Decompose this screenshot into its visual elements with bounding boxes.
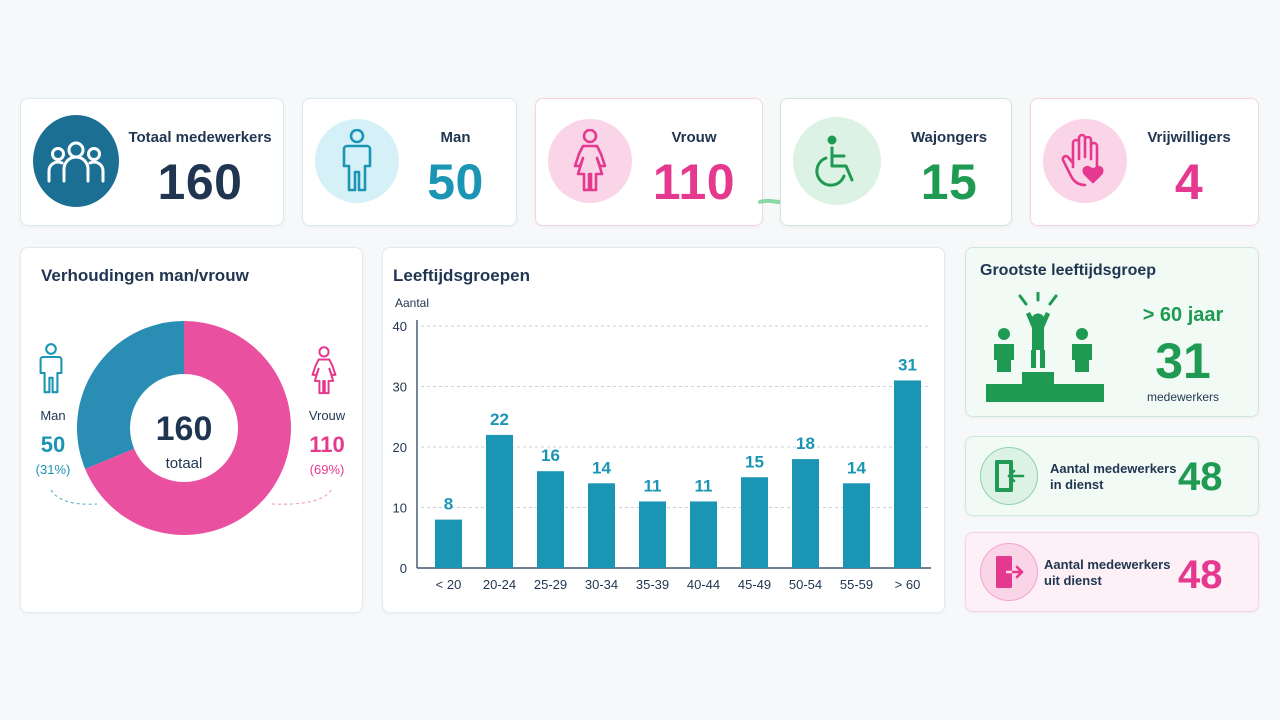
people-group-icon	[33, 115, 119, 207]
in-dienst-panel: Aantal medewerkers in dienst 48	[965, 436, 1259, 516]
in-dienst-label: Aantal medewerkers in dienst	[1050, 461, 1176, 493]
woman-icon	[311, 346, 337, 395]
bar	[741, 477, 768, 568]
largest-group-value: 31	[1155, 333, 1211, 389]
ratio-vrouw-pct: (69%)	[309, 462, 345, 477]
wheelchair-icon	[793, 117, 881, 205]
kpi-value-vrijwilligers: 4	[1174, 154, 1204, 210]
y-tick-label: 40	[393, 319, 407, 334]
y-tick-label: 10	[393, 501, 407, 516]
x-tick-label: 40-44	[687, 577, 720, 592]
bar	[792, 459, 819, 568]
kpi-label-wajongers: Wajongers	[910, 129, 988, 146]
door-exit-icon	[980, 543, 1038, 601]
podium-icon	[986, 292, 1104, 402]
hand-heart-icon	[1043, 119, 1127, 203]
kpi-value-total: 160	[157, 154, 243, 210]
uit-dienst-label: Aantal medewerkers uit dienst	[1044, 557, 1170, 589]
age-chart-ylabel: Aantal	[395, 296, 430, 310]
age-bar-chart: 0 10 20 30 40 8 < 20 22 20-24 16 25-29 14 30-34 11 35-…	[393, 319, 931, 592]
y-tick-label: 20	[393, 440, 407, 455]
bar-value-label: 15	[745, 452, 764, 471]
y-tick-label: 30	[393, 380, 407, 395]
donut-hole	[130, 374, 238, 482]
bar-value-label: 22	[490, 410, 509, 429]
ratio-man-pct: (31%)	[35, 462, 71, 477]
bar-value-label: 18	[796, 434, 815, 453]
x-tick-label: 30-34	[585, 577, 618, 592]
bar-value-label: 16	[541, 446, 560, 465]
largest-group-unit: medewerkers	[1146, 390, 1220, 404]
age-chart-panel: Leeftijdsgroepen Aantal 0 10 20 30 40 8 < 20 22…	[382, 247, 945, 613]
bar	[639, 501, 666, 568]
kpi-label-vrouw: Vrouw	[671, 129, 717, 146]
x-tick-label: > 60	[895, 577, 921, 592]
man-icon	[39, 343, 63, 394]
ratio-title: Verhoudingen man/vrouw	[41, 266, 249, 285]
uit-dienst-value: 48	[1178, 553, 1223, 597]
ratio-vrouw-label: Vrouw	[308, 408, 346, 423]
bar	[690, 501, 717, 568]
x-tick-label: 20-24	[483, 577, 516, 592]
bar-value-label: 11	[695, 476, 713, 495]
kpi-value-wajongers: 15	[920, 154, 978, 210]
bar	[894, 380, 921, 568]
kpi-card-vrijwilligers: Vrijwilligers 4	[1030, 98, 1259, 226]
in-dienst-label-line2: in dienst	[1050, 477, 1104, 492]
kpi-value-vrouw: 110	[652, 154, 736, 210]
kpi-label-vrijwilligers: Vrijwilligers	[1147, 129, 1231, 146]
donut-center-value: 160	[156, 410, 213, 448]
in-dienst-label-line1: Aantal medewerkers	[1050, 461, 1177, 476]
age-chart-title: Leeftijdsgroepen	[393, 266, 530, 285]
in-dienst-value: 48	[1178, 455, 1223, 499]
largest-group-range: > 60 jaar	[1142, 304, 1224, 326]
ratio-man-label: Man	[40, 408, 66, 423]
kpi-card-vrouw: Vrouw 110	[535, 98, 763, 226]
kpi-label-total: Totaal medewerkers	[128, 129, 272, 146]
donut-center-label: totaal	[166, 455, 203, 472]
bar-value-label: 31	[898, 355, 917, 374]
bar	[486, 434, 513, 568]
ratio-connector-lines	[50, 489, 332, 505]
bar-value-label: 14	[847, 458, 866, 477]
bar	[537, 471, 564, 568]
x-tick-label: < 20	[436, 577, 462, 592]
x-tick-label: 45-49	[738, 577, 771, 592]
kpi-value-man: 50	[427, 154, 484, 210]
bar	[435, 519, 462, 568]
x-tick-label: 55-59	[840, 577, 873, 592]
x-tick-label: 25-29	[534, 577, 567, 592]
x-tick-label: 35-39	[636, 577, 669, 592]
kpi-card-man: Man 50	[302, 98, 517, 226]
door-enter-icon	[980, 447, 1038, 505]
uit-dienst-panel: Aantal medewerkers uit dienst 48	[965, 532, 1259, 612]
ratio-man-value: 50	[40, 432, 66, 457]
bar	[843, 483, 870, 568]
bar-value-label: 11	[644, 476, 662, 495]
man-icon	[315, 119, 399, 203]
kpi-card-total: Totaal medewerkers 160	[20, 98, 284, 226]
ratio-vrouw-value: 110	[309, 432, 345, 457]
uit-dienst-label-line1: Aantal medewerkers	[1044, 557, 1171, 572]
largest-group-panel: Grootste leeftijdsgroep > 60 jaar 31 med…	[965, 247, 1259, 417]
kpi-label-man: Man	[440, 129, 471, 146]
uit-dienst-label-line2: uit dienst	[1044, 573, 1102, 588]
ratio-panel: Verhoudingen man/vrouw Man 50 (31%) Vrou…	[20, 247, 363, 613]
bar-value-label: 14	[592, 458, 611, 477]
largest-group-title: Grootste leeftijdsgroep	[980, 262, 1157, 279]
bar-value-label: 8	[444, 495, 453, 514]
kpi-card-wajongers: Wajongers 15	[780, 98, 1012, 226]
y-tick-label: 0	[400, 561, 407, 576]
woman-icon	[548, 119, 632, 203]
x-tick-label: 50-54	[789, 577, 822, 592]
donut-chart: 160 totaal	[77, 321, 291, 535]
bar	[588, 483, 615, 568]
